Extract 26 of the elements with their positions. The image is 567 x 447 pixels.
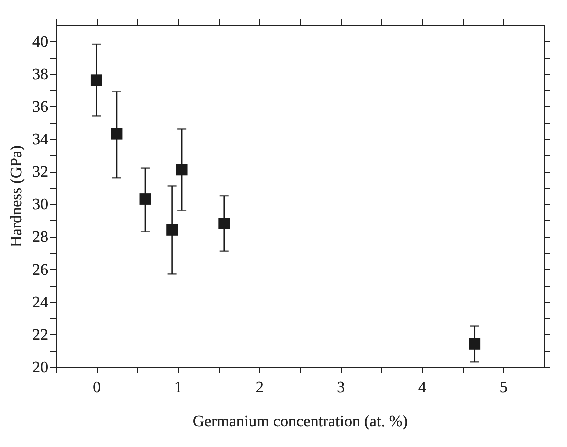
x-axis-title: Germanium concentration (at. %) [192,414,408,430]
y-tick-label: 24 [32,294,48,312]
x-tick-label: 4 [418,380,426,396]
point [166,224,178,236]
y-tick-label: 20 [32,360,48,376]
x-tick-label: 2 [256,380,264,396]
y-tick-label: 28 [32,229,48,246]
point [176,164,188,176]
y-tick-label: 32 [32,164,48,182]
x-tick-label: 5 [500,380,508,396]
point [140,194,152,205]
x-tick-label: 3 [337,380,346,396]
point [111,128,123,140]
point [218,218,230,230]
y-tick-label: 22 [32,326,48,344]
y-tick-label: 30 [32,196,48,214]
y-tick-label: 26 [32,262,48,279]
y-tick-label: 40 [32,34,48,51]
point [90,74,102,86]
y-axis-title: Hardness (GPa) [8,146,26,248]
x-tick-label: 0 [93,380,102,396]
point [469,338,481,350]
y-tick-label: 38 [32,66,48,84]
y-tick-label: 34 [32,132,48,148]
y-tick-label: 36 [32,98,48,116]
x-tick-label: 1 [174,380,182,396]
